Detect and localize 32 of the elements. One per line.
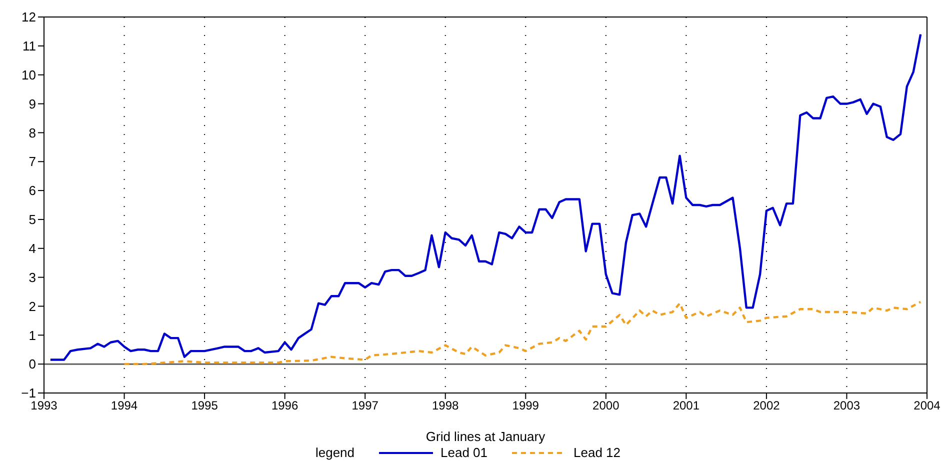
legend-label: Lead 01 xyxy=(440,445,488,460)
y-tick-label: −1 xyxy=(21,386,36,401)
y-tick-label: 0 xyxy=(28,356,36,372)
x-axis-title: Grid lines at January xyxy=(426,429,546,444)
y-tick-label: 10 xyxy=(22,67,36,82)
x-tick-label: 1994 xyxy=(110,398,138,413)
y-tick-label: 8 xyxy=(28,125,36,140)
y-tick-label: 4 xyxy=(28,241,36,256)
x-tick-label: 1996 xyxy=(271,398,298,413)
legend-title: legend xyxy=(315,445,355,460)
line-series xyxy=(123,300,922,366)
x-tick-label: 2003 xyxy=(833,398,860,413)
y-tick-label: 9 xyxy=(28,96,36,112)
y-tick-label: 2 xyxy=(28,298,36,314)
x-tick-label: 2000 xyxy=(592,398,620,413)
y-tick-label: 6 xyxy=(28,183,36,198)
x-tick-label: 2004 xyxy=(914,398,941,413)
x-tick-label: 1993 xyxy=(30,398,58,413)
y-tick-label: 11 xyxy=(22,38,36,54)
x-tick-label: 1999 xyxy=(512,398,540,413)
x-tick-label: 1997 xyxy=(352,398,379,413)
x-tick-label: 1998 xyxy=(432,398,460,413)
y-tick-label: 3 xyxy=(28,270,36,285)
y-tick-label: 1 xyxy=(28,328,36,343)
y-tick-label: 12 xyxy=(22,10,36,25)
x-tick-label: 2001 xyxy=(672,398,700,413)
x-tick-label: 2002 xyxy=(753,398,780,413)
y-tick-label: 7 xyxy=(28,154,36,170)
line-series xyxy=(49,33,922,361)
x-tick-label: 1995 xyxy=(191,398,218,413)
y-tick-label: 5 xyxy=(28,212,36,228)
legend-label: Lead 12 xyxy=(574,445,621,460)
